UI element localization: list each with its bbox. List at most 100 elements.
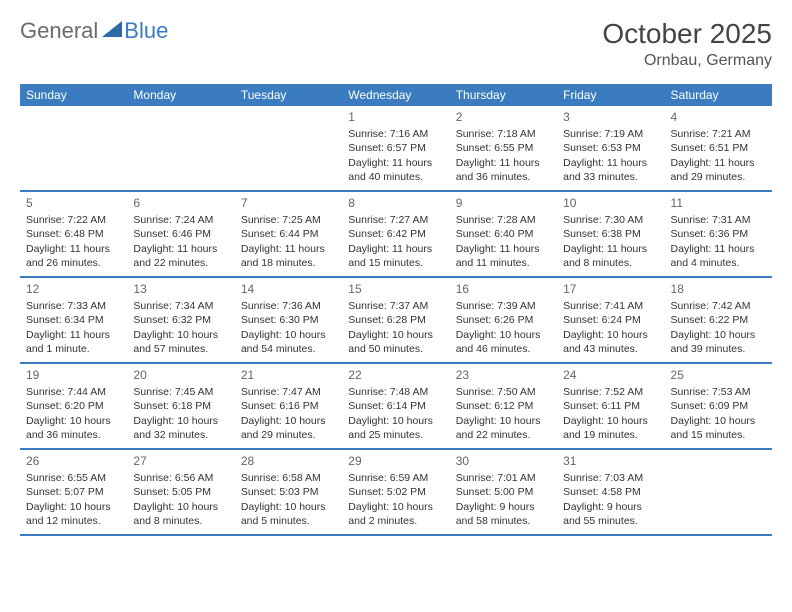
day-sunset: Sunset: 6:09 PM [671,399,766,413]
day-sunrise: Sunrise: 7:21 AM [671,127,766,141]
day-daylight2: and 55 minutes. [563,514,658,528]
logo-text-blue: Blue [124,18,168,44]
weekday-label: Friday [557,84,664,106]
day-number: 29 [348,453,443,469]
day-daylight1: Daylight: 10 hours [348,328,443,342]
day-sunset: Sunset: 6:26 PM [456,313,551,327]
day-cell: 17Sunrise: 7:41 AMSunset: 6:24 PMDayligh… [557,278,664,362]
week-row: 12Sunrise: 7:33 AMSunset: 6:34 PMDayligh… [20,278,772,364]
day-daylight2: and 40 minutes. [348,170,443,184]
day-sunset: Sunset: 6:11 PM [563,399,658,413]
day-number: 14 [241,281,336,297]
day-cell: 2Sunrise: 7:18 AMSunset: 6:55 PMDaylight… [450,106,557,190]
day-cell: 13Sunrise: 7:34 AMSunset: 6:32 PMDayligh… [127,278,234,362]
day-daylight1: Daylight: 11 hours [456,242,551,256]
day-cell: 15Sunrise: 7:37 AMSunset: 6:28 PMDayligh… [342,278,449,362]
day-sunset: Sunset: 6:38 PM [563,227,658,241]
day-sunrise: Sunrise: 6:56 AM [133,471,228,485]
day-cell-empty [127,106,234,190]
day-number: 15 [348,281,443,297]
day-sunrise: Sunrise: 7:48 AM [348,385,443,399]
day-cell: 7Sunrise: 7:25 AMSunset: 6:44 PMDaylight… [235,192,342,276]
day-sunrise: Sunrise: 7:42 AM [671,299,766,313]
day-daylight2: and 11 minutes. [456,256,551,270]
weekday-label: Sunday [20,84,127,106]
day-number: 24 [563,367,658,383]
day-daylight2: and 32 minutes. [133,428,228,442]
day-sunset: Sunset: 6:22 PM [671,313,766,327]
day-sunrise: Sunrise: 7:24 AM [133,213,228,227]
day-sunset: Sunset: 5:03 PM [241,485,336,499]
weekday-label: Wednesday [342,84,449,106]
day-daylight1: Daylight: 11 hours [456,156,551,170]
day-daylight1: Daylight: 10 hours [26,414,121,428]
day-sunrise: Sunrise: 7:53 AM [671,385,766,399]
day-daylight1: Daylight: 10 hours [241,328,336,342]
day-sunrise: Sunrise: 7:52 AM [563,385,658,399]
day-cell: 10Sunrise: 7:30 AMSunset: 6:38 PMDayligh… [557,192,664,276]
day-daylight2: and 39 minutes. [671,342,766,356]
day-cell: 24Sunrise: 7:52 AMSunset: 6:11 PMDayligh… [557,364,664,448]
day-sunset: Sunset: 5:05 PM [133,485,228,499]
day-sunrise: Sunrise: 7:01 AM [456,471,551,485]
weekday-label: Saturday [665,84,772,106]
weekday-label: Thursday [450,84,557,106]
day-number: 1 [348,109,443,125]
day-daylight2: and 26 minutes. [26,256,121,270]
day-sunrise: Sunrise: 7:03 AM [563,471,658,485]
day-sunset: Sunset: 5:02 PM [348,485,443,499]
day-sunset: Sunset: 4:58 PM [563,485,658,499]
day-daylight1: Daylight: 10 hours [348,500,443,514]
day-cell: 1Sunrise: 7:16 AMSunset: 6:57 PMDaylight… [342,106,449,190]
day-daylight2: and 29 minutes. [241,428,336,442]
day-daylight1: Daylight: 10 hours [671,414,766,428]
day-sunset: Sunset: 6:42 PM [348,227,443,241]
day-sunrise: Sunrise: 7:18 AM [456,127,551,141]
day-number: 25 [671,367,766,383]
day-daylight1: Daylight: 10 hours [563,328,658,342]
day-sunset: Sunset: 6:40 PM [456,227,551,241]
day-cell: 5Sunrise: 7:22 AMSunset: 6:48 PMDaylight… [20,192,127,276]
day-number: 12 [26,281,121,297]
day-cell: 22Sunrise: 7:48 AMSunset: 6:14 PMDayligh… [342,364,449,448]
day-daylight1: Daylight: 10 hours [671,328,766,342]
day-cell: 8 Sunrise: 7:27 AMSunset: 6:42 PMDaylight… [342,192,449,276]
day-number: 8 [348,195,443,211]
day-sunrise: Sunrise: 7:25 AM [241,213,336,227]
day-number: 13 [133,281,228,297]
day-sunset: Sunset: 6:48 PM [26,227,121,241]
day-daylight2: and 4 minutes. [671,256,766,270]
day-sunrise: Sunrise: 7:31 AM [671,213,766,227]
day-daylight1: Daylight: 11 hours [241,242,336,256]
day-daylight2: and 58 minutes. [456,514,551,528]
day-daylight1: Daylight: 11 hours [133,242,228,256]
day-daylight1: Daylight: 9 hours [563,500,658,514]
day-sunrise: Sunrise: 7:45 AM [133,385,228,399]
logo-triangle-icon [102,21,122,42]
day-daylight1: Daylight: 11 hours [671,156,766,170]
calendar: SundayMondayTuesdayWednesdayThursdayFrid… [20,84,772,536]
day-daylight1: Daylight: 11 hours [348,242,443,256]
day-number: 20 [133,367,228,383]
day-sunset: Sunset: 6:51 PM [671,141,766,155]
day-sunset: Sunset: 6:24 PM [563,313,658,327]
day-sunrise: Sunrise: 7:27 AM [348,213,443,227]
day-daylight2: and 50 minutes. [348,342,443,356]
day-cell: 6Sunrise: 7:24 AMSunset: 6:46 PMDaylight… [127,192,234,276]
day-daylight2: and 8 minutes. [133,514,228,528]
day-sunrise: Sunrise: 7:50 AM [456,385,551,399]
logo: General Blue [20,18,168,44]
day-daylight1: Daylight: 10 hours [26,500,121,514]
day-daylight1: Daylight: 10 hours [133,414,228,428]
day-number: 10 [563,195,658,211]
day-number: 21 [241,367,336,383]
day-number: 3 [563,109,658,125]
day-daylight2: and 36 minutes. [456,170,551,184]
day-number: 23 [456,367,551,383]
day-sunset: Sunset: 6:44 PM [241,227,336,241]
day-sunset: Sunset: 6:32 PM [133,313,228,327]
weeks-container: 1Sunrise: 7:16 AMSunset: 6:57 PMDaylight… [20,106,772,536]
day-cell: 21Sunrise: 7:47 AMSunset: 6:16 PMDayligh… [235,364,342,448]
day-cell: 23Sunrise: 7:50 AMSunset: 6:12 PMDayligh… [450,364,557,448]
day-daylight2: and 5 minutes. [241,514,336,528]
